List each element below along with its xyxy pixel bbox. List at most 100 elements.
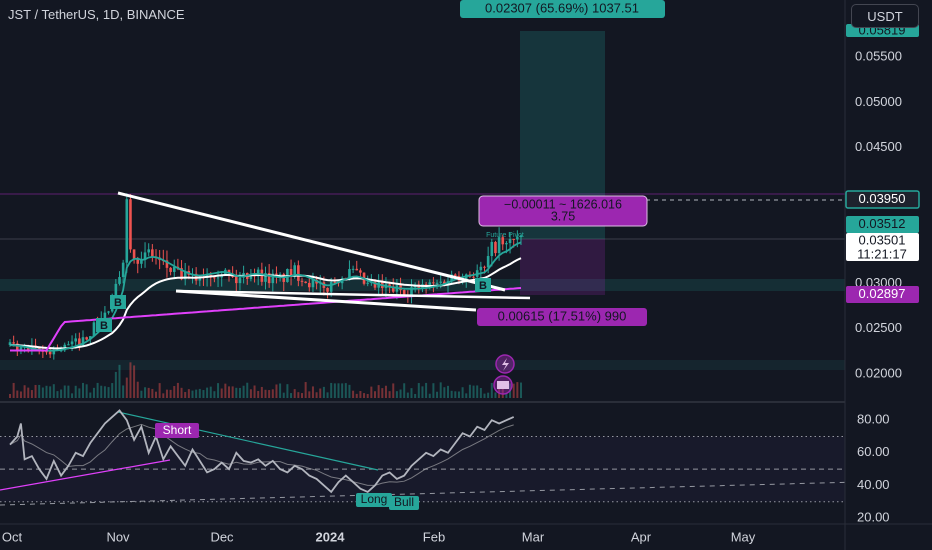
volume-bar (12, 382, 15, 398)
volume-bar (52, 384, 55, 398)
rsi-ma-line (9, 423, 514, 486)
bull-label: Bull (394, 495, 414, 509)
future-pivot-box[interactable] (478, 195, 648, 227)
price-label: 0.03512 (859, 216, 906, 231)
candle-body (198, 277, 202, 281)
candle-body (267, 273, 271, 284)
currency-button[interactable]: USDT (851, 4, 919, 28)
buy-marker[interactable]: B (475, 278, 491, 292)
stop-loss-zone (520, 239, 605, 295)
volume-bar (403, 383, 406, 398)
volume-bar (96, 382, 99, 398)
wedge-upper-trendline (117, 191, 506, 292)
volume-bar (206, 387, 209, 398)
volume-bar (297, 392, 300, 398)
volume-bar (450, 390, 453, 398)
volume-bar (271, 389, 274, 398)
volume-bar (465, 393, 468, 398)
volume-bar (122, 385, 125, 398)
candle-body (391, 286, 395, 292)
volume-bar (198, 388, 201, 398)
candle-body (12, 342, 15, 344)
candle-body (293, 265, 296, 277)
candle-body (213, 277, 216, 279)
volume-bar (355, 393, 358, 398)
volume-bar (421, 386, 424, 398)
volume-bar (443, 387, 446, 398)
volume-bar (432, 383, 435, 398)
volume-bar (82, 382, 84, 398)
candle-body (249, 274, 253, 279)
volume-bar (184, 392, 187, 398)
candle-body (85, 337, 88, 340)
candle-body (483, 266, 486, 268)
flag-icon-glyph (497, 381, 509, 389)
candle-body (180, 268, 183, 280)
candle-body (516, 237, 519, 240)
rsi-tick-label: 80.00 (857, 412, 890, 427)
buy-marker-bg (110, 295, 126, 309)
volume-bar (257, 390, 260, 398)
x-tick-label: Dec (210, 529, 234, 544)
candle-body (70, 341, 74, 345)
volume-bar (392, 383, 395, 398)
wedge-lower-trendline (175, 289, 477, 312)
candle-body (140, 259, 143, 264)
volume-bar (498, 385, 501, 398)
candle-body (59, 350, 63, 352)
buy-marker-label: B (114, 297, 122, 309)
candle-body (289, 268, 293, 277)
volume-bar (103, 386, 106, 398)
buy-marker-label: B (100, 320, 108, 332)
candle-body (165, 260, 169, 268)
rsi-tick-label: 60.00 (857, 444, 890, 459)
candle-body (439, 281, 442, 283)
buy-marker[interactable]: B (110, 295, 126, 309)
price-label: 0.02897 (859, 286, 906, 301)
volume-bar (359, 391, 362, 398)
volume-bar (38, 384, 41, 398)
candle-body (472, 276, 475, 278)
candle-body (172, 266, 176, 272)
volume-bar (191, 390, 194, 398)
candle-body (388, 284, 391, 287)
price-label-border (845, 190, 920, 209)
candle-body (497, 237, 501, 254)
volume-bar (78, 388, 81, 398)
volume-bar (176, 382, 179, 398)
candle-body (92, 322, 96, 337)
candle-body (52, 349, 56, 355)
volume-bar (330, 382, 333, 398)
volume-bar (187, 389, 190, 398)
x-tick-label: Oct (2, 529, 23, 544)
long-label-bg (356, 493, 392, 507)
price-label-time: 11:21:17 (857, 246, 907, 261)
volume-bar (322, 386, 325, 398)
y-tick-label: 0.05500 (855, 49, 902, 64)
buy-marker[interactable]: B (96, 318, 112, 332)
candle-body (183, 270, 187, 280)
volume-bar (326, 392, 329, 398)
candle-body (81, 337, 85, 347)
volume-bar (472, 385, 475, 398)
rsi-tick-label: 40.00 (857, 477, 890, 492)
buy-marker-bg (96, 318, 112, 332)
candle-body (125, 199, 129, 263)
y-tick-label: 0.02500 (855, 320, 902, 335)
candle-body (300, 280, 304, 282)
wedge-lower-trendline-2 (175, 289, 531, 300)
volume-bar (209, 386, 212, 398)
volume-bar (111, 383, 114, 398)
volume-bar (45, 385, 48, 398)
x-tick-label: Apr (631, 529, 652, 544)
candle-body (103, 312, 107, 320)
volume-bar (129, 362, 132, 398)
volume-bar (454, 391, 457, 398)
candle-body (143, 252, 147, 260)
volume-bar (260, 386, 263, 398)
volume-bar (348, 384, 351, 398)
candle-body (308, 282, 311, 288)
candle-body (428, 282, 432, 288)
candle-body (67, 344, 70, 346)
